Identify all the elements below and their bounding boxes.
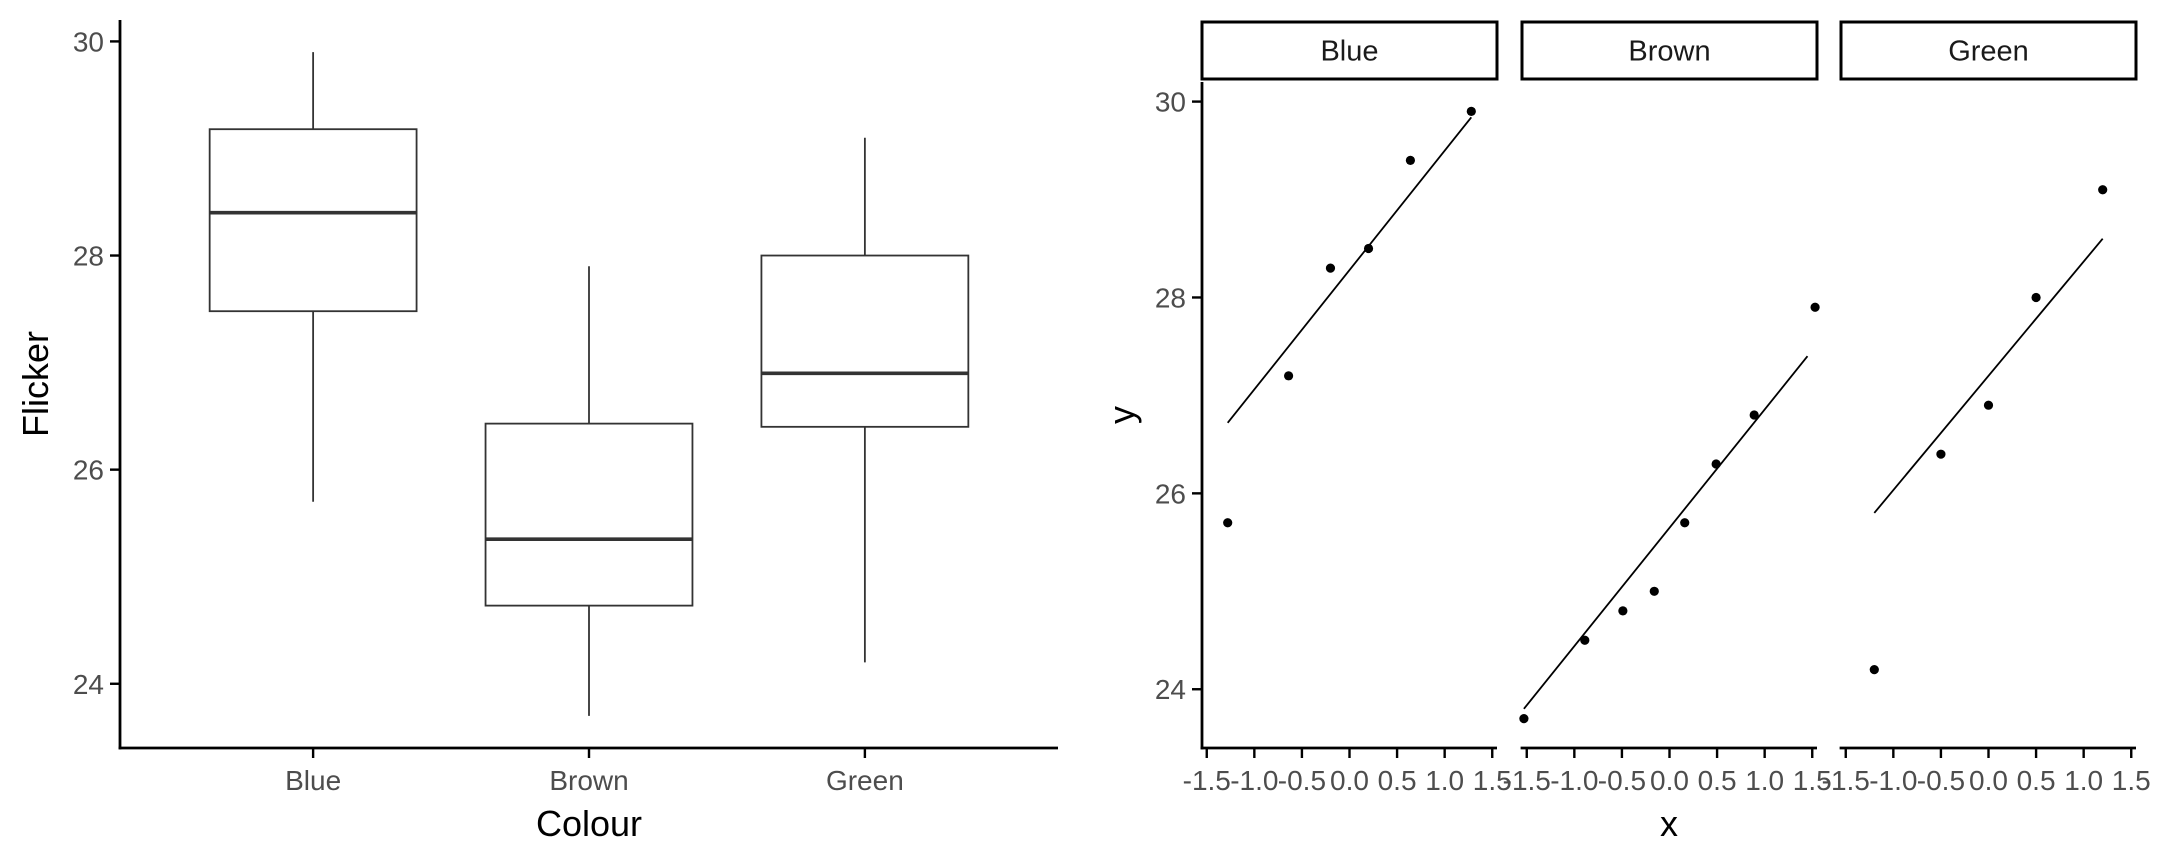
data-point [1325,263,1336,273]
x-tick-label: 0.0 [1330,765,1369,796]
x-tick-label: 0.5 [2017,765,2056,796]
data-point [1466,106,1476,116]
x-tick-label: 0.5 [1698,765,1737,796]
x-tick-label: -1.5 [1503,765,1551,796]
data-point [1580,635,1590,645]
y-tick-label: 30 [73,26,104,57]
y-tick-label: 26 [1155,478,1186,509]
x-tick-label: 1.5 [1473,765,1512,796]
facet-strip-label: Green [1948,36,2029,68]
data-point [1680,518,1690,528]
data-point [2031,292,2041,303]
data-point [1983,400,1994,410]
data-point [1936,449,1946,459]
y-tick-label: 28 [73,241,104,272]
y-tick-label: 24 [1155,674,1186,705]
facet-strip [1839,20,2138,81]
x-tick-label: -1.0 [1230,765,1278,796]
facet-strip-label: Blue [1320,36,1378,68]
facet-strip-label: Brown [1628,36,1710,68]
x-tick-label: -1.5 [1822,765,1870,796]
data-point [1749,410,1759,420]
x-tick-label: Green [826,765,904,796]
x-tick-label: -1.0 [1869,765,1917,796]
x-tick-label: 1.0 [1745,765,1784,796]
y-tick-label: 24 [73,669,104,700]
data-point [2098,185,2108,195]
regression-line [1873,238,2104,514]
x-tick-label: -1.0 [1550,765,1598,796]
data-point [1869,665,1879,675]
x-axis-title: Colour [536,803,642,844]
x-tick-label: 1.5 [1793,765,1832,796]
x-tick-label: 0.0 [1969,765,2008,796]
data-point [1223,518,1233,528]
regression-line [1226,116,1473,424]
x-tick-label: -0.5 [1598,765,1646,796]
regression-line [1523,355,1809,710]
x-tick-label: -1.5 [1183,765,1231,796]
x-tick-label: Blue [285,765,341,796]
data-point [1283,371,1294,381]
data-point [1618,606,1628,616]
x-tick-label: -0.5 [1278,765,1326,796]
y-tick-label: 26 [73,455,104,486]
x-tick-label: 1.0 [2064,765,2103,796]
data-point [1649,586,1659,596]
box-green [760,254,970,428]
x-tick-label: 1.5 [2112,765,2151,796]
x-tick-label: 0.0 [1650,765,1689,796]
box-brown [484,422,694,607]
x-axis-title: x [1660,803,1678,844]
data-point [1711,459,1721,469]
facet-strip [1520,20,1819,81]
x-tick-label: 1.0 [1425,765,1464,796]
x-tick-label: 0.5 [1378,765,1417,796]
y-axis-title: Flicker [15,331,56,437]
facet-strip [1200,20,1499,81]
data-point [1810,302,1820,312]
data-point [1363,243,1374,254]
data-point [1405,155,1416,165]
x-tick-label: Brown [549,765,628,796]
data-point [1519,714,1529,724]
y-tick-label: 30 [1155,87,1186,118]
y-tick-label: 28 [1155,282,1186,313]
x-tick-label: -0.5 [1917,765,1965,796]
box-blue [208,128,418,313]
boxplot-panel: 24 26 28 30 Blue Brown Green Colour Flicker [15,20,1058,844]
y-axis-title: y [1101,406,1142,424]
